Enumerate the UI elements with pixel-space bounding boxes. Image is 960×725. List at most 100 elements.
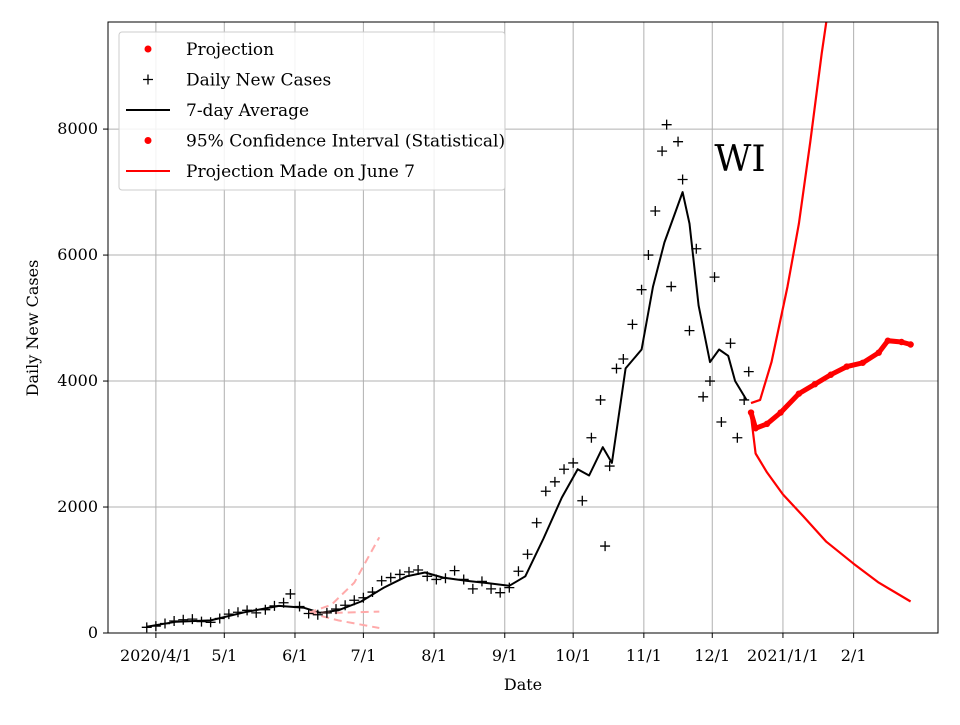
legend-plus-daily-new-cases bbox=[143, 74, 153, 85]
daily-cases-marker bbox=[716, 416, 727, 427]
daily-cases-marker bbox=[698, 391, 709, 402]
daily-cases-marker bbox=[431, 574, 442, 585]
projection-point bbox=[898, 338, 905, 346]
data-layer bbox=[141, 22, 914, 633]
daily-cases-marker bbox=[196, 616, 207, 627]
daily-cases-marker bbox=[294, 601, 305, 612]
daily-cases-marker bbox=[743, 366, 754, 377]
daily-cases-marker bbox=[321, 607, 332, 618]
y-axis-label: Daily New Cases bbox=[23, 260, 42, 397]
x-axis-label: Date bbox=[504, 675, 542, 694]
daily-cases-marker bbox=[636, 284, 647, 295]
daily-cases-marker bbox=[650, 205, 661, 216]
x-tick-label: 2020/4/1 bbox=[120, 646, 192, 665]
daily-cases-marker bbox=[611, 363, 622, 374]
projection-point bbox=[795, 390, 803, 397]
legend-box bbox=[118, 31, 506, 191]
projection-point bbox=[752, 425, 759, 432]
daily-cases-marker bbox=[522, 549, 533, 560]
daily-cases-marker bbox=[486, 583, 497, 594]
projection-point bbox=[843, 363, 850, 370]
daily-cases-marker bbox=[285, 588, 296, 599]
daily-cases-marker bbox=[495, 587, 506, 598]
daily-cases-marker bbox=[725, 338, 736, 349]
daily-cases-marker bbox=[251, 607, 262, 618]
june7-projection-line-lower bbox=[308, 611, 380, 629]
legend-label-95-confidence-interval-statistical: 95% Confidence Interval (Statistical) bbox=[186, 132, 505, 152]
y-tick-label: 6000 bbox=[57, 245, 98, 264]
daily-cases-marker bbox=[376, 575, 387, 586]
confidence-interval-line-lower bbox=[749, 415, 912, 603]
projection-point bbox=[827, 371, 835, 378]
daily-cases-marker bbox=[260, 604, 271, 615]
daily-cases-marker bbox=[627, 319, 638, 330]
x-tick-label: 12/1 bbox=[694, 646, 730, 665]
projection-point bbox=[907, 341, 914, 348]
daily-cases-marker bbox=[187, 614, 198, 625]
daily-cases-marker bbox=[577, 495, 588, 506]
daily-cases-marker bbox=[422, 571, 433, 582]
daily-cases-marker bbox=[513, 566, 524, 577]
x-tick-label: 11/1 bbox=[626, 646, 662, 665]
projection-point bbox=[763, 420, 771, 428]
daily-cases-marker bbox=[303, 608, 314, 619]
daily-cases-marker bbox=[504, 582, 515, 593]
daily-cases-marker bbox=[600, 541, 611, 552]
daily-cases-marker bbox=[586, 432, 597, 443]
daily-cases-marker bbox=[413, 565, 424, 576]
daily-cases-marker bbox=[559, 464, 570, 475]
daily-cases-marker bbox=[540, 486, 551, 497]
daily-cases-marker bbox=[403, 566, 414, 577]
daily-cases-marker bbox=[349, 595, 360, 606]
daily-cases-marker bbox=[595, 394, 606, 405]
daily-cases-marker bbox=[367, 587, 378, 598]
daily-cases-marker bbox=[673, 136, 684, 147]
plot-frame bbox=[107, 21, 939, 634]
daily-cases-marker bbox=[242, 605, 253, 616]
daily-cases-marker bbox=[467, 583, 478, 594]
legend-dot-projection bbox=[144, 45, 152, 53]
projection-point bbox=[859, 359, 866, 366]
daily-cases-marker bbox=[449, 565, 460, 576]
projection-point bbox=[747, 409, 755, 416]
daily-cases-marker bbox=[214, 613, 225, 624]
daily-cases-marker bbox=[691, 243, 702, 254]
plot-area bbox=[141, 22, 914, 633]
daily-cases-marker bbox=[312, 609, 323, 620]
daily-cases-marker bbox=[732, 432, 743, 443]
daily-cases-marker bbox=[549, 476, 560, 487]
daily-cases-marker bbox=[150, 621, 161, 632]
x-tick-label: 8/1 bbox=[421, 646, 447, 665]
daily-cases-marker bbox=[141, 622, 152, 633]
legend: Projection Daily New Cases 7-day Average 95… bbox=[118, 31, 506, 191]
daily-cases-marker bbox=[684, 325, 695, 336]
daily-cases-marker bbox=[340, 600, 351, 611]
legend-label-daily-new-cases: Daily New Cases bbox=[186, 71, 331, 91]
daily-cases-marker bbox=[709, 272, 720, 283]
june7-projection-line-middle bbox=[308, 610, 380, 614]
y-tick-label: 8000 bbox=[57, 119, 98, 138]
daily-cases-marker bbox=[385, 572, 396, 583]
x-tick-label: 9/1 bbox=[492, 646, 518, 665]
daily-cases-marker bbox=[568, 457, 579, 468]
legend-label-projection: Projection bbox=[186, 40, 274, 60]
y-tick-label: 0 bbox=[88, 623, 98, 642]
daily-cases-marker bbox=[657, 146, 668, 157]
x-tick-label: 7/1 bbox=[351, 646, 377, 665]
x-tick-label: 6/1 bbox=[282, 646, 308, 665]
daily-cases-marker bbox=[278, 597, 289, 608]
projection-point bbox=[875, 349, 882, 356]
y-tick-label: 2000 bbox=[57, 497, 98, 516]
june7-projection-line-upper bbox=[308, 536, 381, 614]
x-tick-label: 2/1 bbox=[841, 646, 867, 665]
x-tick-label: 5/1 bbox=[211, 646, 237, 665]
daily-cases-marker bbox=[269, 600, 280, 611]
daily-cases-marker bbox=[178, 614, 189, 625]
daily-cases-marker bbox=[205, 617, 216, 628]
projection-point bbox=[811, 380, 819, 388]
legend-label-7-day-average: 7-day Average bbox=[186, 101, 309, 121]
annotation-label: WI bbox=[714, 139, 765, 180]
daily-cases-marker bbox=[160, 618, 171, 629]
confidence-interval-line-upper bbox=[750, 22, 828, 405]
